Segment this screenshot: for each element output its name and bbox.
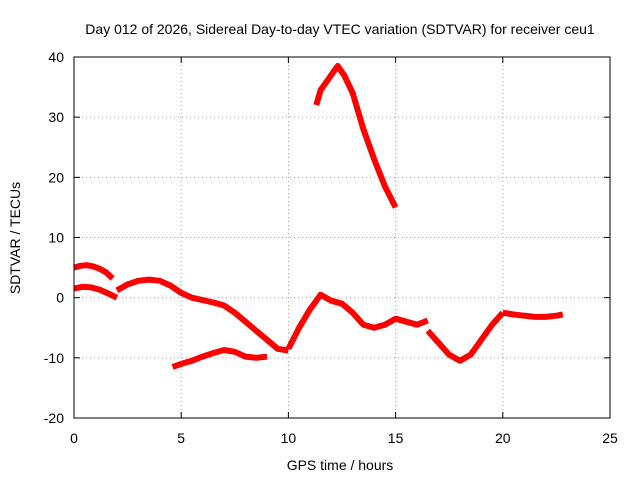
y-tick-label: -20 (44, 410, 64, 426)
tick-layer: 0 5 10 15 20 25 -20 -10 0 10 20 30 40 (44, 49, 618, 446)
y-tick-label: 20 (48, 169, 64, 185)
series-line-arc-low-start (73, 283, 119, 301)
y-tick-label: 0 (56, 290, 64, 306)
series-line-arc-main (115, 276, 289, 354)
series-line-arc-tail (502, 309, 564, 320)
x-tick-label: 20 (495, 430, 511, 446)
x-tick-label: 10 (281, 430, 297, 446)
x-tick-label: 5 (177, 430, 185, 446)
series-line-arc-dip (425, 310, 506, 364)
y-axis-label: SDTVAR / TECUs (7, 182, 23, 294)
y-tick-label: 30 (48, 109, 64, 125)
y-tick-label: 40 (48, 49, 64, 65)
series-line-arc-peak (313, 63, 399, 209)
y-tick-label: 10 (48, 230, 64, 246)
series-line-arc-lower (171, 347, 268, 370)
grid-layer (74, 57, 610, 418)
x-tick-label: 25 (602, 430, 618, 446)
y-tick-label: -10 (44, 350, 64, 366)
series-line-arc-top (73, 262, 115, 281)
x-tick-label: 15 (388, 430, 404, 446)
data-layer (73, 63, 564, 370)
chart-title: Day 012 of 2026, Sidereal Day-to-day VTE… (85, 21, 595, 37)
x-axis-label: GPS time / hours (287, 457, 394, 473)
x-tick-label: 0 (70, 430, 78, 446)
series-line-arc-mid (285, 291, 429, 351)
